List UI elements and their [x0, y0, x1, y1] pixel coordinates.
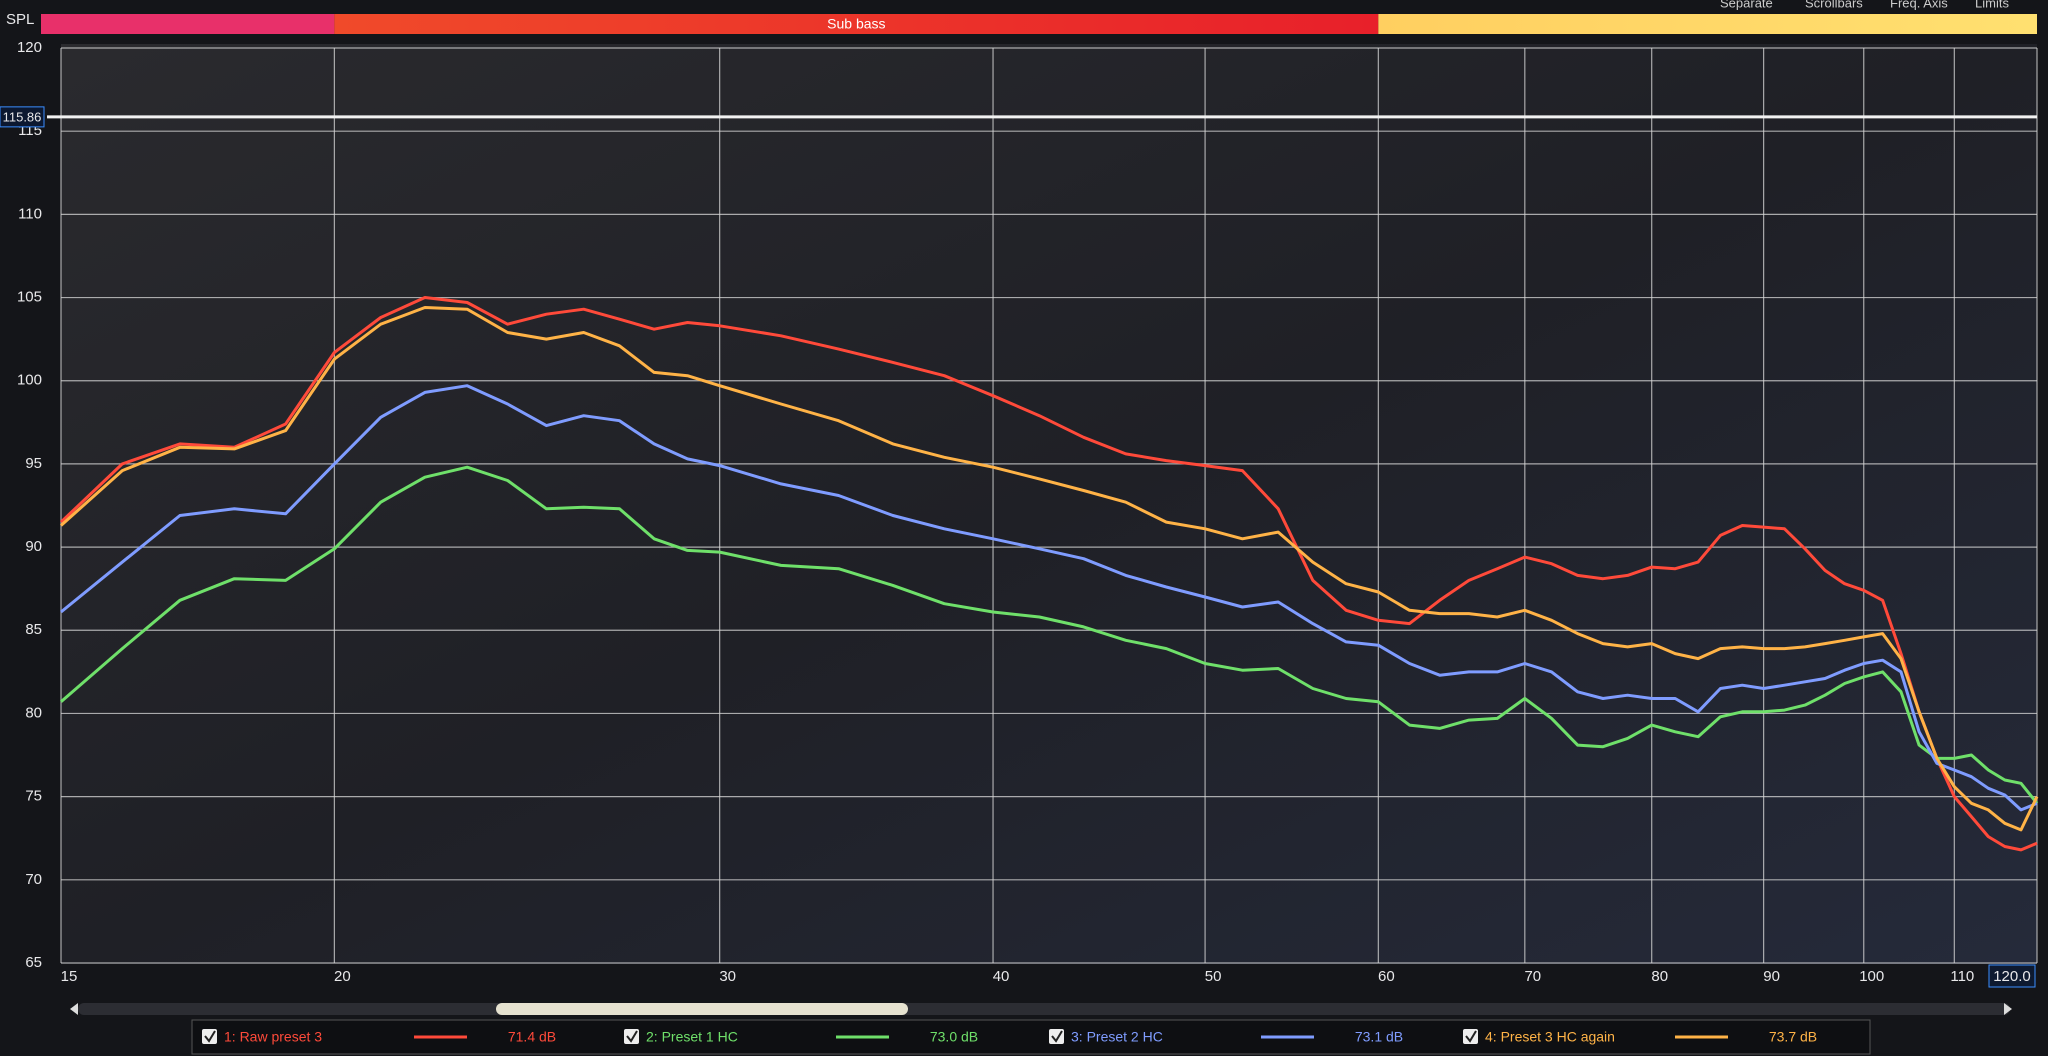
scrollbar-thumb[interactable]	[496, 1003, 908, 1015]
y-tick-label: 90	[25, 538, 42, 555]
legend-check	[204, 1030, 216, 1043]
series-line	[60, 465, 2039, 805]
x-tick-label: 30	[719, 968, 736, 985]
x-tick-label: 120.0	[1993, 968, 2031, 985]
y-tick-label: 95	[25, 455, 42, 472]
y-tick-label: 65	[25, 954, 42, 971]
scroll-right[interactable]	[2004, 1003, 2012, 1015]
series-line	[59, 296, 2038, 852]
y-tick-label: 110	[18, 205, 42, 222]
y-axis-label: SPL	[6, 11, 34, 28]
x-tick-label: 80	[1651, 968, 1668, 985]
band	[334, 14, 1379, 34]
band-below	[41, 14, 335, 34]
legend-name: 2: Preset 1 HC	[646, 1029, 738, 1045]
x-tick-label: 20	[334, 968, 351, 985]
x-tick-label: 60	[1378, 968, 1395, 985]
cursor-label: 115.86	[3, 109, 42, 124]
y-tick-label: 85	[25, 621, 42, 638]
x-tick-label: 100	[1859, 968, 1884, 985]
plot-area	[61, 44, 2037, 964]
scrollbar-track[interactable]	[78, 1003, 2010, 1015]
legend-name: 4: Preset 3 HC again	[1485, 1029, 1615, 1045]
y-tick-label: 120	[17, 39, 42, 56]
toolbar-item[interactable]: Scrollbars	[1805, 0, 1863, 10]
legend-name: 1: Raw preset 3	[224, 1029, 322, 1045]
x-tick-label: 50	[1205, 968, 1222, 985]
legend-level: 71.4 dB	[508, 1029, 556, 1045]
y-tick-label: 100	[17, 372, 42, 389]
x-tick-label: 90	[1763, 968, 1780, 985]
legend-check	[1051, 1030, 1063, 1043]
y-tick-label: 105	[17, 289, 42, 306]
band-label: Sub bass	[827, 16, 885, 32]
y-tick-label: 70	[25, 871, 42, 888]
legend-check	[1465, 1030, 1477, 1043]
x-tick-label: 70	[1524, 968, 1541, 985]
cursor-box	[0, 106, 45, 128]
toolbar-item[interactable]: Separate	[1720, 0, 1773, 10]
x-tick-label: 110	[1950, 968, 1974, 985]
legend	[191, 1019, 1871, 1055]
x-tick-label: 40	[993, 968, 1010, 985]
series-line	[60, 384, 2038, 812]
legend-level: 73.7 dB	[1769, 1029, 1817, 1045]
series-line	[59, 306, 2039, 832]
x-tick-label: 15	[61, 968, 78, 985]
band-above	[1378, 14, 2037, 34]
toolbar-item[interactable]: Limits	[1975, 0, 2009, 10]
y-tick-label: 75	[25, 788, 42, 805]
y-tick-label: 80	[25, 704, 42, 721]
legend-level: 73.1 dB	[1355, 1029, 1403, 1045]
x-tick-box	[1988, 964, 2036, 988]
legend-check	[626, 1030, 638, 1043]
legend-level: 73.0 dB	[930, 1029, 978, 1045]
toolbar-item[interactable]: Freq. Axis	[1890, 0, 1948, 10]
legend-name: 3: Preset 2 HC	[1071, 1029, 1163, 1045]
scroll-left[interactable]	[70, 1003, 78, 1015]
